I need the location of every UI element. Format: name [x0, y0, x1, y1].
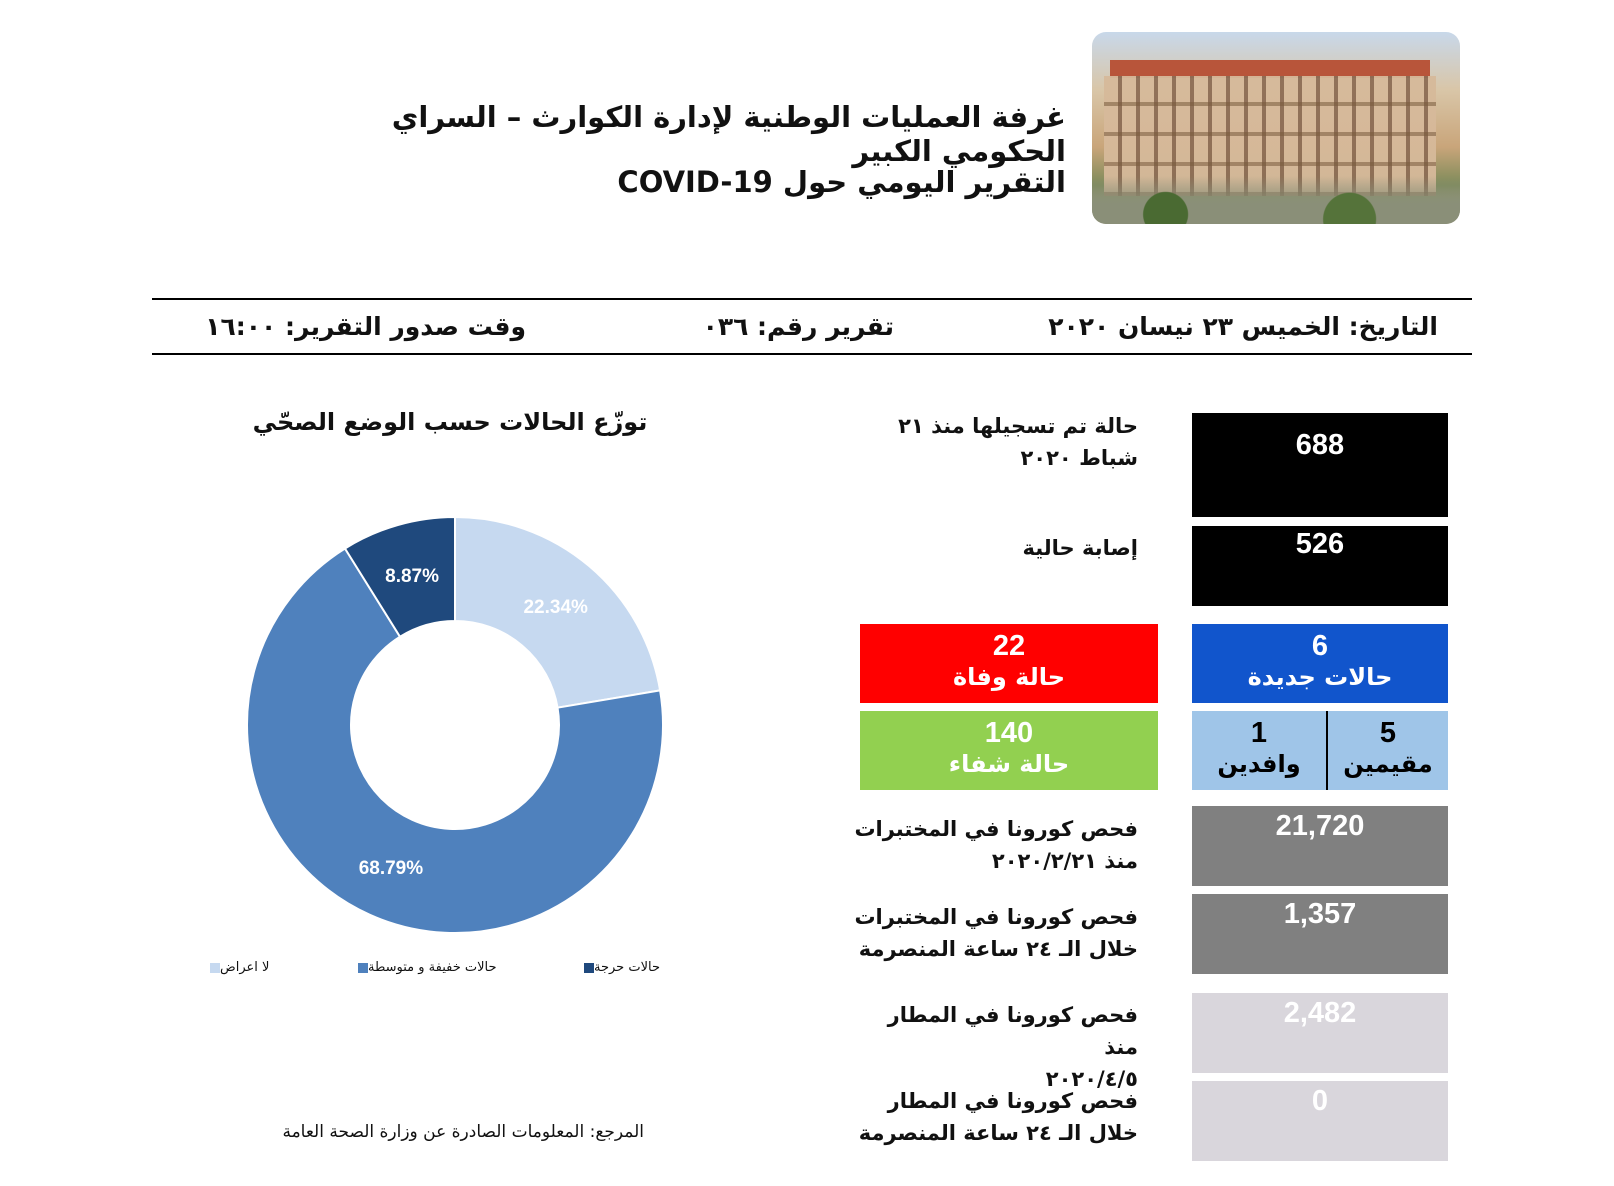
- new-cases-box: 6 حالات جديدة: [1192, 624, 1448, 703]
- lab-tests-total-box: 21,720: [1192, 806, 1448, 886]
- grand-serail-photo: [1092, 32, 1460, 224]
- report-time: وقت صدور التقرير: ١٦:٠٠: [205, 312, 526, 341]
- residents-value: 5: [1379, 717, 1397, 749]
- deaths-value: 22: [992, 630, 1026, 662]
- chart-legend: لا اعراض حالات خفيفة و متوسطة حالات حرجة: [206, 960, 686, 984]
- new-cases-value: 6: [1311, 630, 1329, 662]
- report-title: غرفة العمليات الوطنية لإدارة الكوارث – ا…: [391, 100, 1066, 168]
- recovered-label: حالة شفاء: [948, 750, 1070, 778]
- residents-label: مقيمين: [1343, 750, 1433, 778]
- legend-label-no-symptoms: لا اعراض: [220, 960, 270, 975]
- residents-arrivals-box: 5 مقيمين 1 وافدين: [1192, 711, 1448, 790]
- slice-critical: [343, 515, 456, 639]
- active-cases-value: 526: [1295, 528, 1345, 560]
- deaths-label: حالة وفاة: [952, 663, 1066, 691]
- label-critical: 8.87%: [385, 566, 439, 587]
- legend-item-mild-moderate: حالات خفيفة و متوسطة: [354, 960, 497, 975]
- lab-tests-24h-box: 1,357: [1192, 894, 1448, 974]
- legend-label-mild-moderate: حالات خفيفة و متوسطة: [368, 960, 497, 975]
- legend-item-critical: حالات حرجة: [580, 960, 660, 975]
- airport-tests-24h-label: فحص كورونا في المطار خلال الـ ٢٤ ساعة الم…: [858, 1089, 1138, 1145]
- recovered-box: 140 حالة شفاء: [860, 711, 1158, 790]
- residents-divider: [1326, 711, 1328, 790]
- recovered-value: 140: [984, 717, 1034, 749]
- chart-title: توزّع الحالات حسب الوضع الصحّي: [252, 408, 648, 436]
- deaths-box: 22 حالة وفاة: [860, 624, 1158, 703]
- status-donut-chart: 22.34% 68.79% 8.87%: [246, 515, 664, 934]
- legend-item-no-symptoms: لا اعراض: [206, 960, 269, 975]
- arrivals-value: 1: [1250, 717, 1268, 749]
- lab-tests-total-value: 21,720: [1275, 810, 1365, 842]
- lab-tests-total-label: فحص كورونا في المختبرات منذ ٢٠٢٠/٢/٢١: [854, 817, 1138, 873]
- airport-tests-total-label: فحص كورونا في المطار منذ ٢٠٢٠/٤/٥: [887, 1003, 1138, 1091]
- label-no-symptoms: 22.34%: [523, 597, 588, 618]
- airport-tests-total-value: 2,482: [1283, 997, 1357, 1029]
- airport-tests-24h-box: 0: [1192, 1081, 1448, 1161]
- active-cases-box: 526: [1192, 526, 1448, 606]
- slice-mild-moderate: [246, 547, 664, 934]
- report-subtitle: التقرير اليومي حول COVID-19: [617, 165, 1066, 199]
- new-cases-label: حالات جديدة: [1247, 663, 1393, 691]
- meta-rule-top: [152, 298, 1472, 300]
- meta-rule-bottom: [152, 353, 1472, 355]
- slice-no-symptoms: [454, 515, 662, 709]
- report-number: تقرير رقم: ٠٣٦: [702, 312, 894, 341]
- airport-tests-total-box: 2,482: [1192, 993, 1448, 1073]
- legend-label-critical: حالات حرجة: [594, 960, 660, 975]
- airport-tests-24h-value: 0: [1311, 1085, 1329, 1117]
- arrivals-cell: 1 وافدين: [1192, 711, 1326, 790]
- source-note: المرجع: المعلومات الصادرة عن وزارة الصحة…: [282, 1122, 644, 1142]
- residents-cell: 5 مقيمين: [1328, 711, 1448, 790]
- legend-swatch-no-symptoms: [210, 962, 220, 973]
- legend-swatch-critical: [584, 962, 594, 973]
- label-mild-moderate: 68.79%: [359, 858, 424, 879]
- report-date: التاريخ: الخميس ٢٣ نيسان ٢٠٢٠: [1048, 312, 1438, 341]
- lab-tests-24h-value: 1,357: [1283, 898, 1357, 930]
- legend-swatch-mild-moderate: [358, 962, 368, 973]
- total-cases-box: 688: [1192, 413, 1448, 517]
- active-cases-label: إصابة حالية: [1022, 536, 1138, 560]
- total-cases-label: حالة تم تسجيلها منذ ٢١ شباط ٢٠٢٠: [898, 414, 1138, 470]
- lab-tests-24h-label: فحص كورونا في المختبرات خلال الـ ٢٤ ساعة …: [854, 905, 1138, 961]
- total-cases-value: 688: [1295, 429, 1345, 461]
- arrivals-label: وافدين: [1217, 750, 1301, 778]
